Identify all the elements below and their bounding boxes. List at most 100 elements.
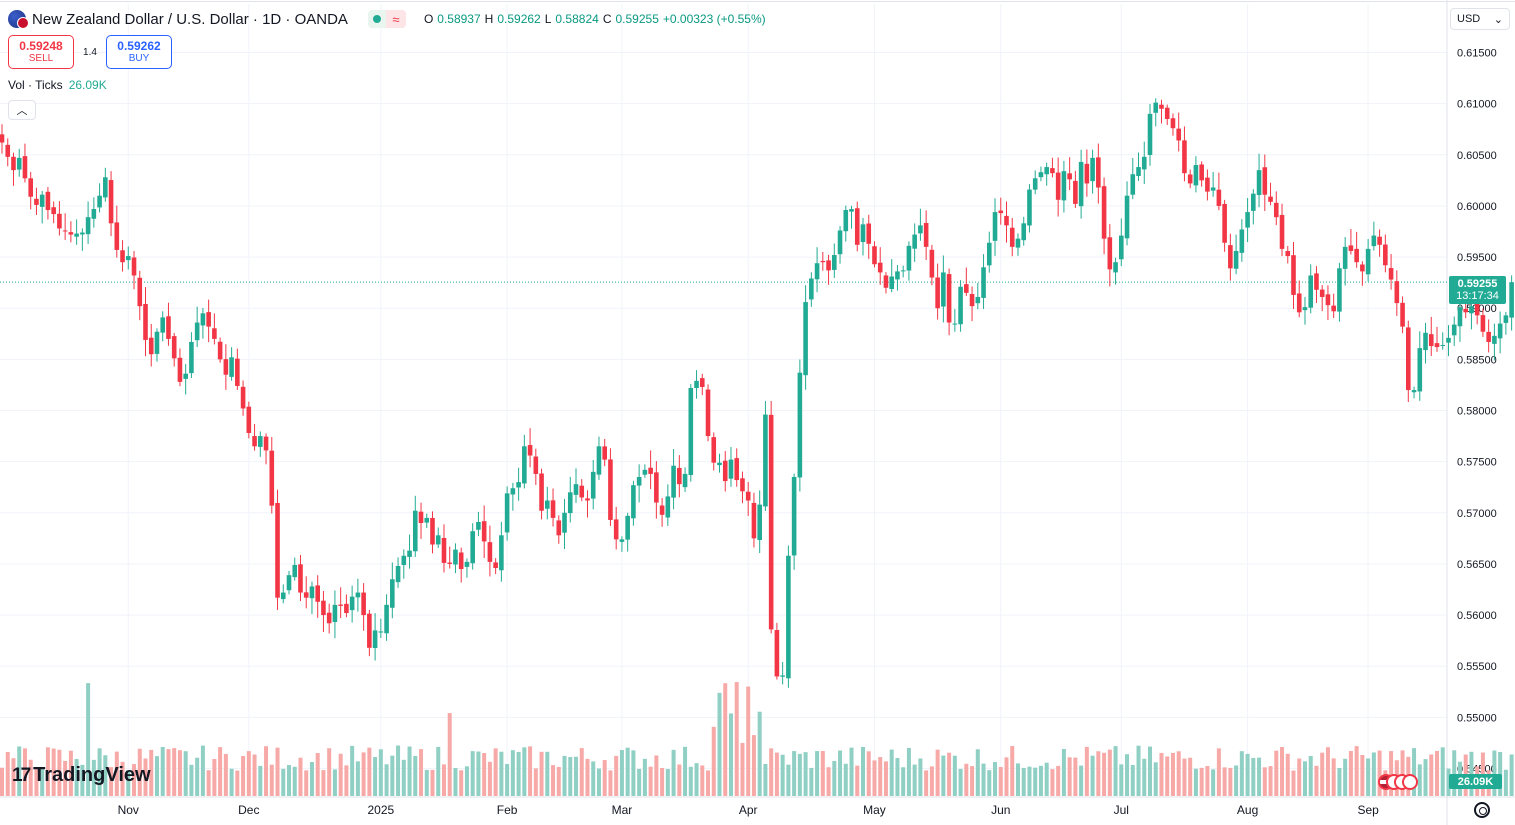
volume-bar — [671, 749, 676, 796]
candle-body — [975, 296, 981, 304]
volume-bar — [350, 745, 355, 796]
x-tick-label: Jun — [991, 803, 1010, 817]
volume-bar — [464, 766, 469, 796]
candle-body — [435, 535, 441, 545]
volume-bar — [941, 755, 946, 796]
candle-body — [1314, 273, 1319, 290]
candle-body — [407, 550, 412, 557]
candle-body — [1153, 102, 1159, 113]
candle-body — [1061, 171, 1067, 201]
economic-events[interactable] — [1378, 774, 1418, 790]
volume-bar — [413, 755, 418, 796]
volume-bar — [223, 753, 228, 796]
candle-body — [269, 450, 275, 506]
volume-bar — [45, 747, 50, 796]
symbol-title[interactable]: New Zealand Dollar / U.S. Dollar · 1D · … — [32, 10, 348, 28]
volume-bar — [281, 768, 286, 796]
tradingview-logo[interactable]: 17 TradingView — [12, 764, 151, 786]
volume-bar — [1400, 750, 1405, 796]
candle-body — [1101, 186, 1107, 239]
x-tick-label: 2025 — [367, 803, 394, 817]
chevron-down-icon: ⌄ — [1493, 13, 1503, 26]
candle-body — [51, 207, 56, 215]
candle-body — [447, 562, 453, 564]
x-tick-label: Apr — [739, 803, 758, 817]
candle-body — [1474, 303, 1480, 316]
candle-body — [441, 537, 447, 563]
volume-bar — [332, 769, 337, 796]
volume-bar — [229, 768, 234, 796]
volume-bar — [797, 753, 802, 796]
candle-body — [923, 223, 929, 247]
candle-body — [786, 555, 791, 679]
candle-body — [998, 210, 1004, 214]
volume-bar — [1193, 768, 1198, 796]
candle-body — [734, 458, 740, 481]
x-tick-label: Aug — [1237, 803, 1258, 817]
bar-countdown: 13:17:34 — [1456, 290, 1499, 302]
volume-legend[interactable]: Vol · Ticks 26.09K — [8, 78, 107, 92]
currency-select[interactable]: USD ⌄ — [1450, 8, 1510, 30]
volume-bar — [143, 758, 148, 796]
volume-bar — [1165, 756, 1170, 796]
candle-body — [1273, 202, 1279, 218]
buy-button[interactable]: 0.59262 BUY — [106, 35, 172, 69]
volume-bar — [746, 686, 751, 796]
volume-bar — [361, 752, 366, 796]
candle-body — [338, 604, 343, 606]
candle-body — [57, 213, 62, 229]
volume-bar — [344, 765, 349, 796]
candle-body — [80, 232, 85, 235]
volume-bar — [1245, 753, 1250, 796]
volume-bar — [602, 760, 607, 796]
volume-legend-value: 26.09K — [68, 78, 107, 92]
candle-body — [1078, 161, 1084, 207]
candle-body — [1021, 223, 1027, 241]
candle-body — [131, 257, 137, 276]
volume-bar — [424, 769, 429, 796]
candle-body — [1256, 170, 1262, 196]
candle-body — [1480, 315, 1486, 332]
volume-bar — [642, 758, 647, 796]
volume-bar — [1274, 750, 1279, 796]
candle-body — [1371, 235, 1377, 247]
volume-legend-label: Vol · Ticks — [8, 78, 63, 92]
candle-body — [240, 386, 246, 409]
collapse-legend-button[interactable]: ︿ — [8, 100, 36, 120]
sell-button[interactable]: 0.59248 SELL — [8, 35, 74, 69]
volume-bar — [1056, 765, 1061, 796]
candle-body — [1279, 214, 1285, 249]
candle-body — [1388, 268, 1394, 280]
candle-body — [229, 357, 234, 377]
volume-bar — [637, 768, 642, 796]
candle-body — [510, 488, 516, 495]
volume-bar — [1492, 750, 1497, 796]
market-status[interactable]: ≈ — [367, 10, 406, 28]
volume-bar — [987, 770, 992, 796]
open-value: 0.58937 — [437, 12, 481, 26]
candle-body — [969, 294, 975, 307]
candle-body — [1027, 189, 1032, 226]
volume-bar — [1096, 751, 1101, 796]
candle-body — [143, 303, 148, 340]
candle-body — [212, 328, 217, 339]
settings-icon[interactable] — [1474, 802, 1490, 818]
candle-body — [344, 603, 349, 614]
volume-bar — [1446, 768, 1451, 796]
candle-body — [659, 505, 665, 515]
volume-bar — [769, 748, 774, 796]
volume-bar — [665, 769, 670, 796]
candle-body — [1457, 307, 1463, 327]
volume-bar — [993, 762, 998, 796]
volume-bar — [91, 759, 96, 796]
close-value: 0.59255 — [615, 12, 659, 26]
volume-bar — [5, 751, 10, 796]
volume-bar — [912, 764, 917, 796]
volume-bar — [1377, 750, 1382, 796]
candle-body — [803, 302, 808, 376]
y-tick-label: 0.57000 — [1457, 508, 1497, 520]
volume-bar — [315, 753, 320, 796]
candle-body — [682, 473, 688, 488]
candle-body — [958, 286, 963, 325]
